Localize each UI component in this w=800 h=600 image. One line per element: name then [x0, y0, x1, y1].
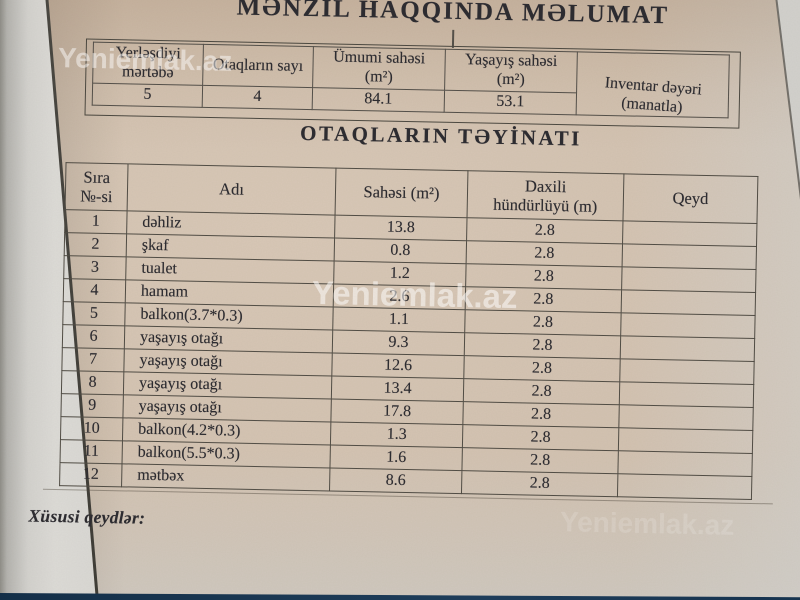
cell-no: 4: [63, 278, 126, 303]
cell-no: 5: [62, 301, 126, 326]
rooms-col-name: Adı: [127, 163, 336, 216]
cell-no: 2: [64, 232, 127, 257]
rooms-col-note: Qeyd: [622, 173, 758, 224]
cell-note: [621, 289, 756, 316]
cell-note: [622, 220, 757, 247]
cell-no: 7: [61, 347, 125, 372]
cell-note: [620, 335, 755, 362]
watermark: Yeniemlak.az: [559, 506, 735, 541]
cell-height: 2.8: [461, 447, 619, 474]
cell-name: mətbəx: [121, 463, 330, 491]
cell-note: [617, 473, 752, 500]
summary-total-area-value: 84.1: [312, 87, 445, 113]
cell-note: [617, 450, 753, 477]
cell-no: 10: [60, 416, 123, 441]
cell-height: 2.8: [462, 424, 619, 451]
cell-note: [618, 404, 754, 431]
cell-area: 9.3: [332, 330, 465, 356]
rooms-col-area: Sahəsi (m²): [335, 168, 468, 218]
cell-no: 3: [63, 255, 127, 280]
rooms-table: Sıra №-si Adı Sahəsi (m²) Daxili hündürl…: [59, 162, 758, 500]
cell-note: [619, 381, 754, 408]
cell-height: 2.8: [466, 217, 623, 244]
cell-height: 2.8: [463, 355, 621, 382]
cell-note: [621, 266, 757, 293]
cell-area: 1.6: [329, 445, 463, 471]
cell-no: 11: [60, 439, 123, 464]
cell-area: 13.8: [334, 215, 468, 241]
cell-no: 12: [59, 462, 123, 487]
watermark: Yeniemlak.az: [311, 273, 518, 316]
rooms-col-no: Sıra №-si: [65, 162, 129, 211]
inventory-value-label: Inventar dəyəri (manatla): [604, 73, 703, 116]
cell-height: 2.8: [464, 332, 621, 359]
cell-area: 8.6: [329, 468, 462, 494]
cell-area: 1.3: [330, 422, 463, 448]
cell-area: 0.8: [334, 238, 467, 264]
cell-area: 13.4: [331, 376, 464, 402]
cell-area: 12.6: [331, 353, 465, 379]
cell-height: 2.8: [463, 378, 620, 405]
cell-height: 2.8: [461, 470, 618, 497]
cell-note: [622, 243, 757, 270]
page-title: MƏNZİL HAQQINDA MƏLUMAT: [236, 0, 670, 30]
cell-no: 1: [64, 209, 128, 234]
summary-room-count-value: 4: [202, 85, 313, 110]
cell-height: 2.8: [462, 401, 620, 428]
cell-note: [620, 312, 756, 339]
cell-no: 6: [62, 324, 125, 349]
watermark: Yeniemlak.az: [57, 42, 233, 77]
special-notes-label: Xüsusi qeydlər:: [28, 505, 146, 528]
summary-floor-value: 5: [92, 83, 203, 108]
cell-note: [619, 358, 755, 385]
summary-living-area-value: 53.1: [444, 90, 577, 115]
summary-col-total-area: Ümumi sahəsi (m²): [312, 46, 446, 91]
cell-no: 8: [61, 370, 124, 395]
cell-area: 17.8: [330, 399, 464, 425]
cell-note: [618, 427, 753, 454]
cell-height: 2.8: [466, 240, 623, 267]
rooms-col-height: Daxili hündürlüyü (m): [467, 170, 624, 221]
section-title: OTAQLARIN TƏYİNATI: [299, 120, 583, 151]
cell-no: 9: [60, 393, 124, 418]
summary-col-living-area: Yaşayış sahəsi (m²): [444, 49, 578, 93]
summary-col-inventory-value: Inventar dəyəri (manatla): [576, 51, 730, 118]
